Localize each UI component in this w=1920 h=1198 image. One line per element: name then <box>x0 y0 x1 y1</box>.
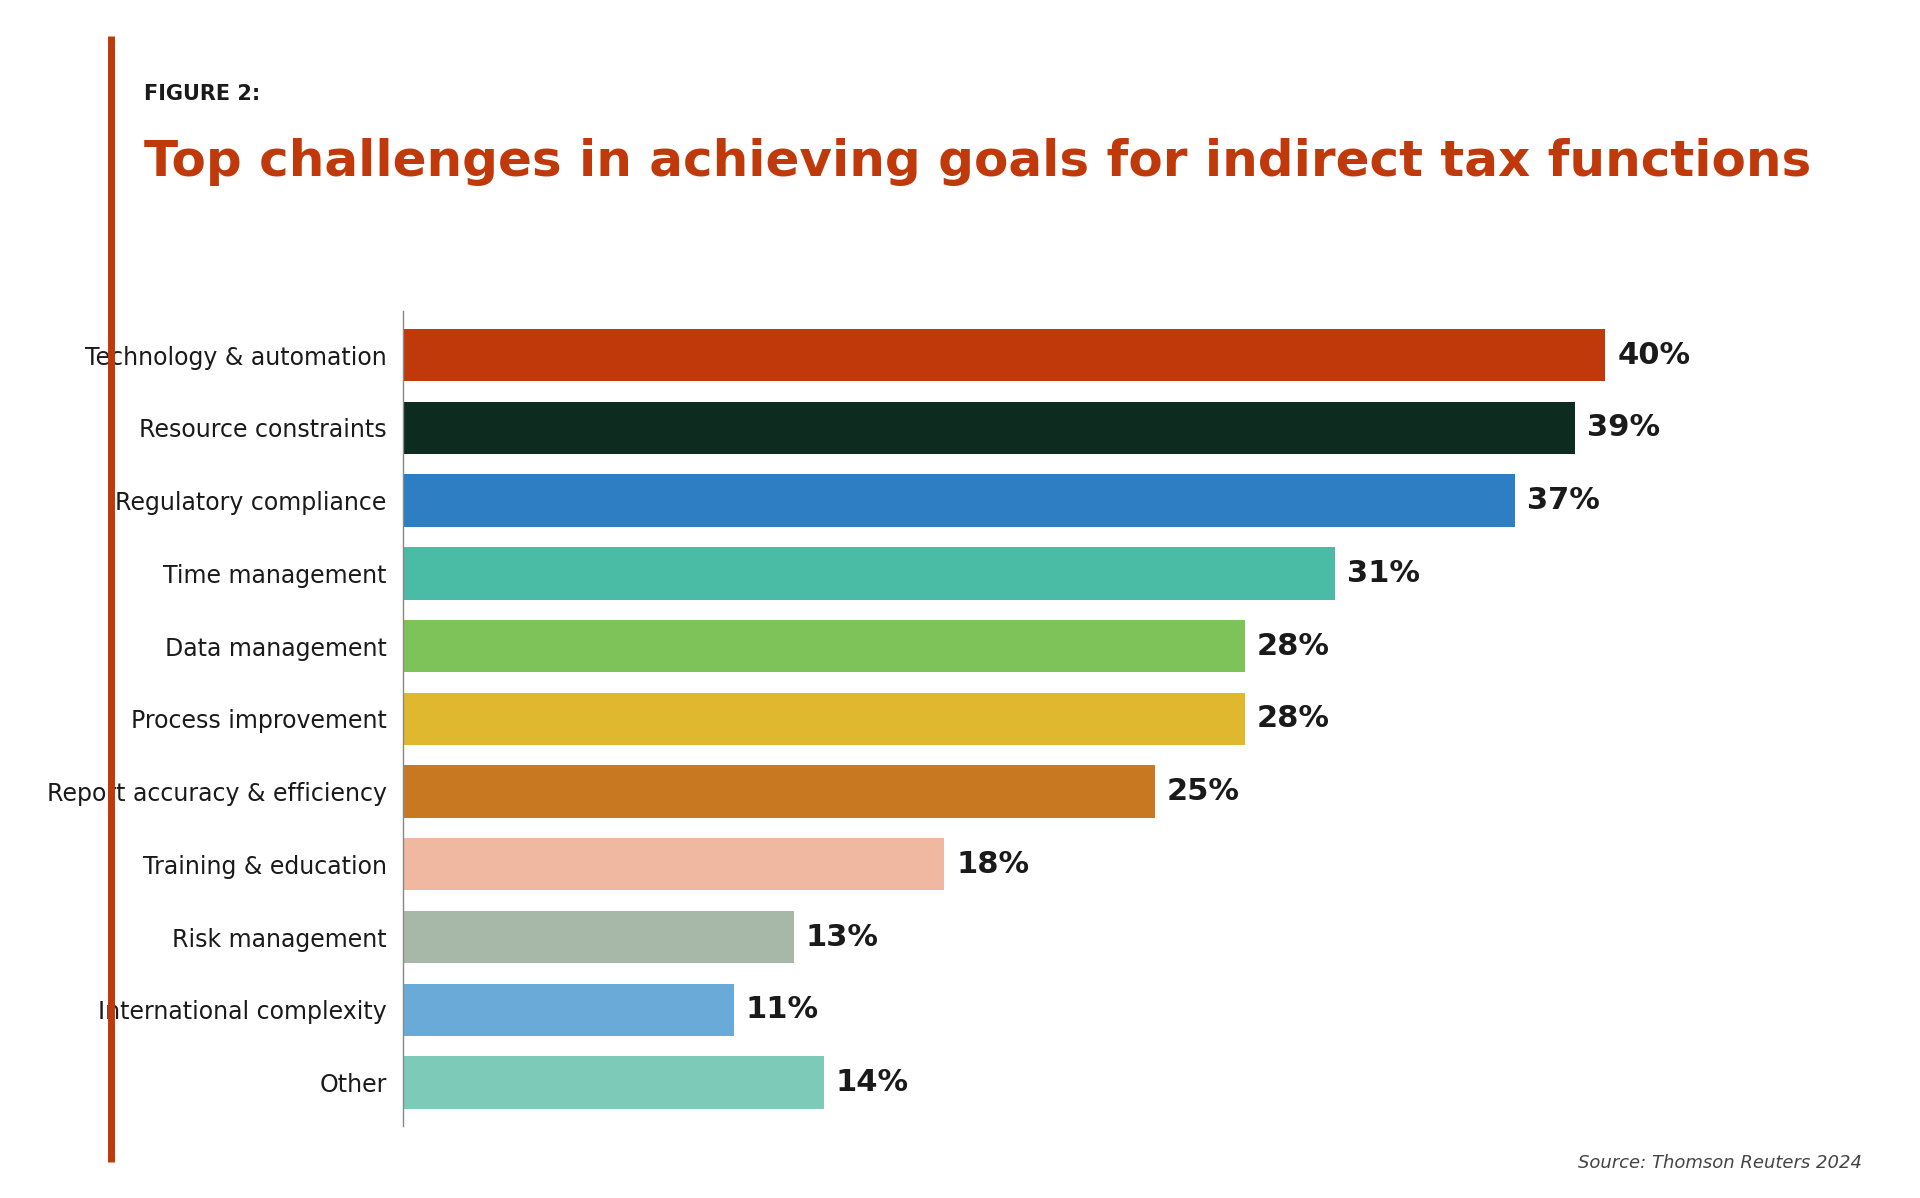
Text: 11%: 11% <box>745 996 820 1024</box>
Bar <box>403 329 1605 381</box>
Text: 14%: 14% <box>835 1067 908 1097</box>
Bar <box>403 692 1244 745</box>
Bar <box>403 401 1574 454</box>
Bar <box>403 619 1244 672</box>
Text: 39%: 39% <box>1588 413 1661 442</box>
Text: 25%: 25% <box>1167 778 1240 806</box>
Bar <box>403 839 945 890</box>
Text: 40%: 40% <box>1617 340 1690 370</box>
Bar <box>403 474 1515 527</box>
Text: 37%: 37% <box>1526 486 1599 515</box>
Text: 18%: 18% <box>956 849 1029 879</box>
Bar <box>403 910 793 963</box>
Bar <box>403 547 1334 599</box>
Text: 28%: 28% <box>1258 631 1331 660</box>
Text: 13%: 13% <box>806 922 879 951</box>
Text: 28%: 28% <box>1258 704 1331 733</box>
Bar <box>403 984 733 1036</box>
Text: Top challenges in achieving goals for indirect tax functions: Top challenges in achieving goals for in… <box>144 138 1811 186</box>
Text: Source: Thomson Reuters 2024: Source: Thomson Reuters 2024 <box>1578 1154 1862 1172</box>
Text: 31%: 31% <box>1346 558 1419 588</box>
Bar <box>403 1057 824 1108</box>
Bar <box>403 766 1154 818</box>
Text: FIGURE 2:: FIGURE 2: <box>144 84 261 104</box>
